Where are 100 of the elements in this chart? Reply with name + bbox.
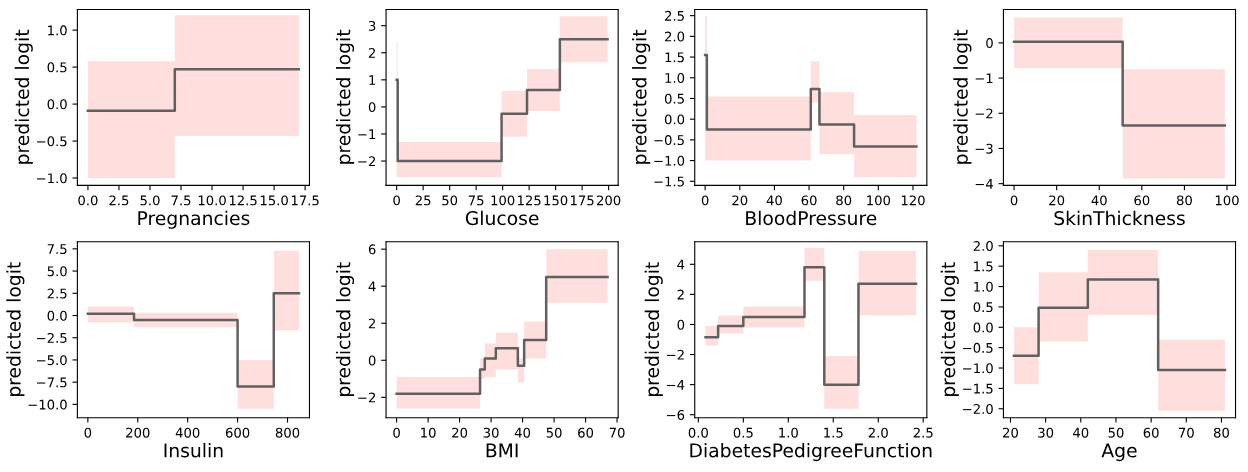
y-tick-label: 5.0 — [47, 266, 67, 277]
x-tick-label: 10 — [421, 427, 436, 438]
x-axis-title: Insulin — [164, 442, 223, 458]
x-tick-label: 60 — [801, 195, 817, 206]
y-axis-title: predicted logit — [14, 29, 33, 164]
y-tick-label: −0.5 — [963, 342, 993, 353]
x-tick-label: 125 — [517, 195, 541, 206]
y-tick-label: 7.5 — [47, 244, 67, 255]
x-tick-label: 100 — [867, 195, 891, 206]
y-tick-label: 0.5 — [973, 302, 993, 313]
y-tick-label: −2 — [358, 392, 376, 403]
y-tick-label: −2.5 — [37, 332, 67, 343]
y-tick-label: −1 — [975, 73, 993, 84]
y-tick-label: −1 — [358, 129, 376, 139]
y-tick-label: 2 — [368, 47, 376, 58]
x-axis-title: Glucose — [465, 210, 539, 226]
y-tick-label: −0.5 — [654, 135, 684, 146]
y-tick-label: 1 — [369, 75, 376, 85]
y-tick-label: 0 — [368, 102, 376, 113]
y-tick-label: 1.5 — [974, 261, 993, 272]
x-tick-label: 80 — [1213, 427, 1229, 438]
x-tick-label: 30 — [483, 427, 499, 438]
x-tick-label: 30 — [1038, 427, 1054, 438]
y-tick-label: 2.5 — [665, 10, 684, 21]
y-tick-label: 0 — [986, 38, 993, 49]
y-tick-label: 1.0 — [974, 281, 993, 292]
x-tick-label: 50 — [546, 427, 562, 438]
y-tick-label: 2.0 — [665, 31, 685, 42]
y-axis-title: predicted logit — [335, 29, 355, 164]
y-tick-label: 0.0 — [47, 310, 67, 321]
x-tick-label: 0 — [701, 195, 709, 206]
y-tick-label: −3 — [975, 143, 993, 154]
x-tick-label: 10.0 — [198, 195, 226, 206]
y-tick-label: −1.0 — [963, 363, 993, 374]
x-axis-title: Age — [1101, 443, 1137, 462]
y-axis-title: predicted logit — [953, 29, 972, 164]
x-tick-label: 80 — [836, 195, 852, 206]
x-tick-label: 40 — [1091, 195, 1107, 206]
y-axis-title: predicted logit — [644, 262, 663, 397]
y-tick-label: −2 — [975, 108, 993, 119]
x-tick-label: 20 — [732, 195, 748, 206]
y-axis-title: predicted logit — [940, 262, 959, 397]
y-tick-label: −2 — [358, 156, 376, 167]
x-axis-title: BMI — [486, 443, 518, 458]
x-tick-label: 50 — [442, 195, 458, 206]
x-tick-label: 1.0 — [779, 427, 798, 438]
y-tick-label: −4 — [975, 179, 993, 189]
x-tick-label: 200 — [126, 427, 150, 438]
x-axis-title: Pregnancies — [138, 210, 250, 229]
x-tick-label: 60 — [578, 427, 594, 438]
x-tick-label: 15.0 — [260, 195, 288, 206]
x-tick-label: 5.0 — [140, 195, 160, 206]
x-tick-label: 70 — [609, 427, 625, 438]
y-tick-label: −1.5 — [654, 176, 684, 187]
x-tick-label: 120 — [901, 195, 925, 206]
x-tick-label: 600 — [225, 427, 250, 438]
x-tick-label: 0 — [393, 195, 400, 206]
x-tick-label: 40 — [514, 427, 531, 438]
x-tick-label: 100 — [1215, 195, 1239, 206]
x-tick-label: 150 — [544, 195, 568, 206]
y-tick-label: −1.5 — [963, 383, 993, 394]
x-tick-label: 7.5 — [171, 195, 191, 206]
y-tick-label: 0.0 — [664, 114, 685, 125]
y-tick-label: 4 — [677, 259, 685, 270]
y-tick-label: 6 — [368, 244, 376, 255]
x-axis-title: SkinThickness — [1054, 210, 1185, 226]
x-tick-label: 12.5 — [229, 195, 257, 206]
x-axis-title: BloodPressure — [746, 210, 877, 226]
x-tick-label: 0 — [393, 427, 400, 438]
x-tick-label: 175 — [570, 195, 594, 206]
x-tick-label: 800 — [275, 427, 300, 438]
x-tick-label: 0 — [84, 427, 92, 438]
x-tick-label: 20 — [452, 427, 468, 438]
y-tick-label: −10.0 — [28, 399, 67, 410]
y-tick-label: −0.5 — [37, 136, 67, 147]
x-tick-label: 50 — [1108, 427, 1124, 438]
y-tick-label: 2.5 — [47, 288, 67, 299]
x-axis-title: DiabetesPedigreeFunction — [690, 442, 932, 462]
y-tick-label: 2 — [677, 289, 684, 300]
y-tick-label: −1.0 — [37, 173, 67, 184]
x-tick-label: 40 — [1073, 427, 1089, 438]
x-tick-label: 60 — [1134, 195, 1150, 206]
y-tick-label: 0.5 — [664, 93, 684, 104]
x-tick-label: 17.5 — [291, 195, 319, 206]
x-tick-label: 400 — [175, 427, 200, 438]
x-tick-label: 2.0 — [868, 427, 888, 438]
x-tick-label: 80 — [1176, 195, 1192, 206]
x-tick-label: 0 — [1010, 195, 1018, 206]
x-tick-label: 100 — [491, 195, 515, 206]
x-tick-label: 75 — [468, 195, 484, 206]
x-tick-label: 70 — [1178, 427, 1194, 438]
y-tick-label: 1.5 — [665, 52, 684, 63]
y-tick-label: 0 — [368, 355, 376, 366]
y-tick-label: 1.0 — [48, 25, 67, 36]
y-axis-title: predicted logit — [632, 29, 651, 164]
x-tick-label: 0.0 — [78, 195, 98, 206]
x-tick-label: 1.5 — [824, 427, 843, 438]
y-axis-title: predicted logit — [6, 262, 25, 397]
y-tick-label: −7.5 — [37, 377, 67, 388]
y-tick-label: 0.5 — [47, 62, 67, 73]
